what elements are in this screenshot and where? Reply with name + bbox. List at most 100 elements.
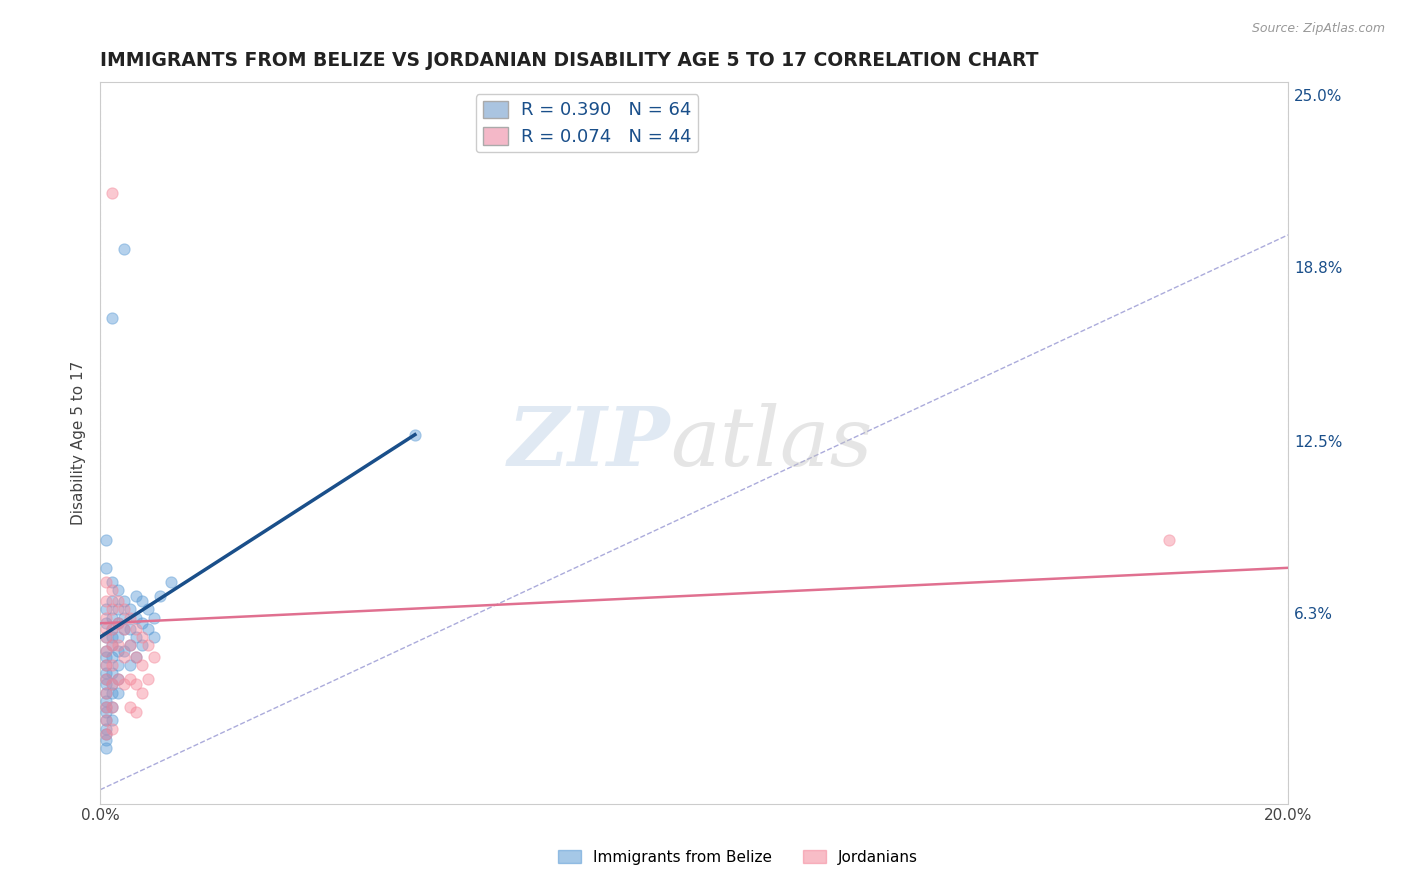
Point [94,630,117,644]
Point [94,727,117,741]
Point [136,672,159,686]
Legend: Immigrants from Belize, Jordanians: Immigrants from Belize, Jordanians [553,844,924,871]
Point [142,649,165,664]
Point [94,732,117,747]
Point [118,639,141,653]
Point [125,589,148,603]
Point [125,611,148,625]
Point [101,699,124,714]
Point [101,622,124,636]
Point [101,186,124,201]
Point [142,630,165,644]
Text: atlas: atlas [671,403,873,483]
Point [107,582,129,597]
Point [94,705,117,719]
Point [112,644,135,658]
Point [94,722,117,736]
Point [125,630,148,644]
Point [94,686,117,700]
Point [94,657,117,672]
Point [101,630,124,644]
Point [142,611,165,625]
Point [404,427,426,442]
Point [101,639,124,653]
Point [101,594,124,608]
Text: IMMIGRANTS FROM BELIZE VS JORDANIAN DISABILITY AGE 5 TO 17 CORRELATION CHART: IMMIGRANTS FROM BELIZE VS JORDANIAN DISA… [100,51,1039,70]
Point [125,705,148,719]
Point [125,649,148,664]
Point [131,686,153,700]
Legend: R = 0.390   N = 64, R = 0.074   N = 44: R = 0.390 N = 64, R = 0.074 N = 44 [477,95,699,153]
Point [94,677,117,691]
Point [107,644,129,658]
Point [107,594,129,608]
Point [101,686,124,700]
Point [94,594,117,608]
Point [101,574,124,589]
Point [107,657,129,672]
Point [136,639,159,653]
Point [107,616,129,631]
Point [94,694,117,708]
Point [118,672,141,686]
Point [112,242,135,256]
Y-axis label: Disability Age 5 to 17: Disability Age 5 to 17 [72,361,86,525]
Point [94,657,117,672]
Point [136,602,159,616]
Point [107,602,129,616]
Point [94,672,117,686]
Point [131,657,153,672]
Point [107,672,129,686]
Point [1159,533,1181,547]
Point [101,722,124,736]
Point [125,677,148,691]
Point [94,714,117,728]
Point [107,639,129,653]
Point [101,657,124,672]
Point [131,630,153,644]
Point [125,649,148,664]
Point [94,686,117,700]
Point [94,644,117,658]
Point [101,611,124,625]
Point [94,622,117,636]
Text: 18.8%: 18.8% [1294,260,1343,276]
Point [94,630,117,644]
Point [107,686,129,700]
Text: ZIP: ZIP [508,403,671,483]
Point [118,602,141,616]
Point [101,677,124,691]
Point [101,699,124,714]
Point [101,714,124,728]
Point [101,649,124,664]
Text: 25.0%: 25.0% [1294,88,1343,103]
Point [118,622,141,636]
Point [94,714,117,728]
Point [101,622,124,636]
Point [136,622,159,636]
Point [94,602,117,616]
Point [118,611,141,625]
Point [118,639,141,653]
Point [101,582,124,597]
Point [112,594,135,608]
Point [94,644,117,658]
Point [94,699,117,714]
Point [107,630,129,644]
Point [94,561,117,575]
Point [94,649,117,664]
Point [112,677,135,691]
Point [101,639,124,653]
Point [94,616,117,631]
Point [160,574,183,589]
Point [112,611,135,625]
Point [101,666,124,681]
Point [118,699,141,714]
Point [101,311,124,326]
Point [101,677,124,691]
Point [94,727,117,741]
Point [94,672,117,686]
Point [94,699,117,714]
Point [125,622,148,636]
Point [148,589,170,603]
